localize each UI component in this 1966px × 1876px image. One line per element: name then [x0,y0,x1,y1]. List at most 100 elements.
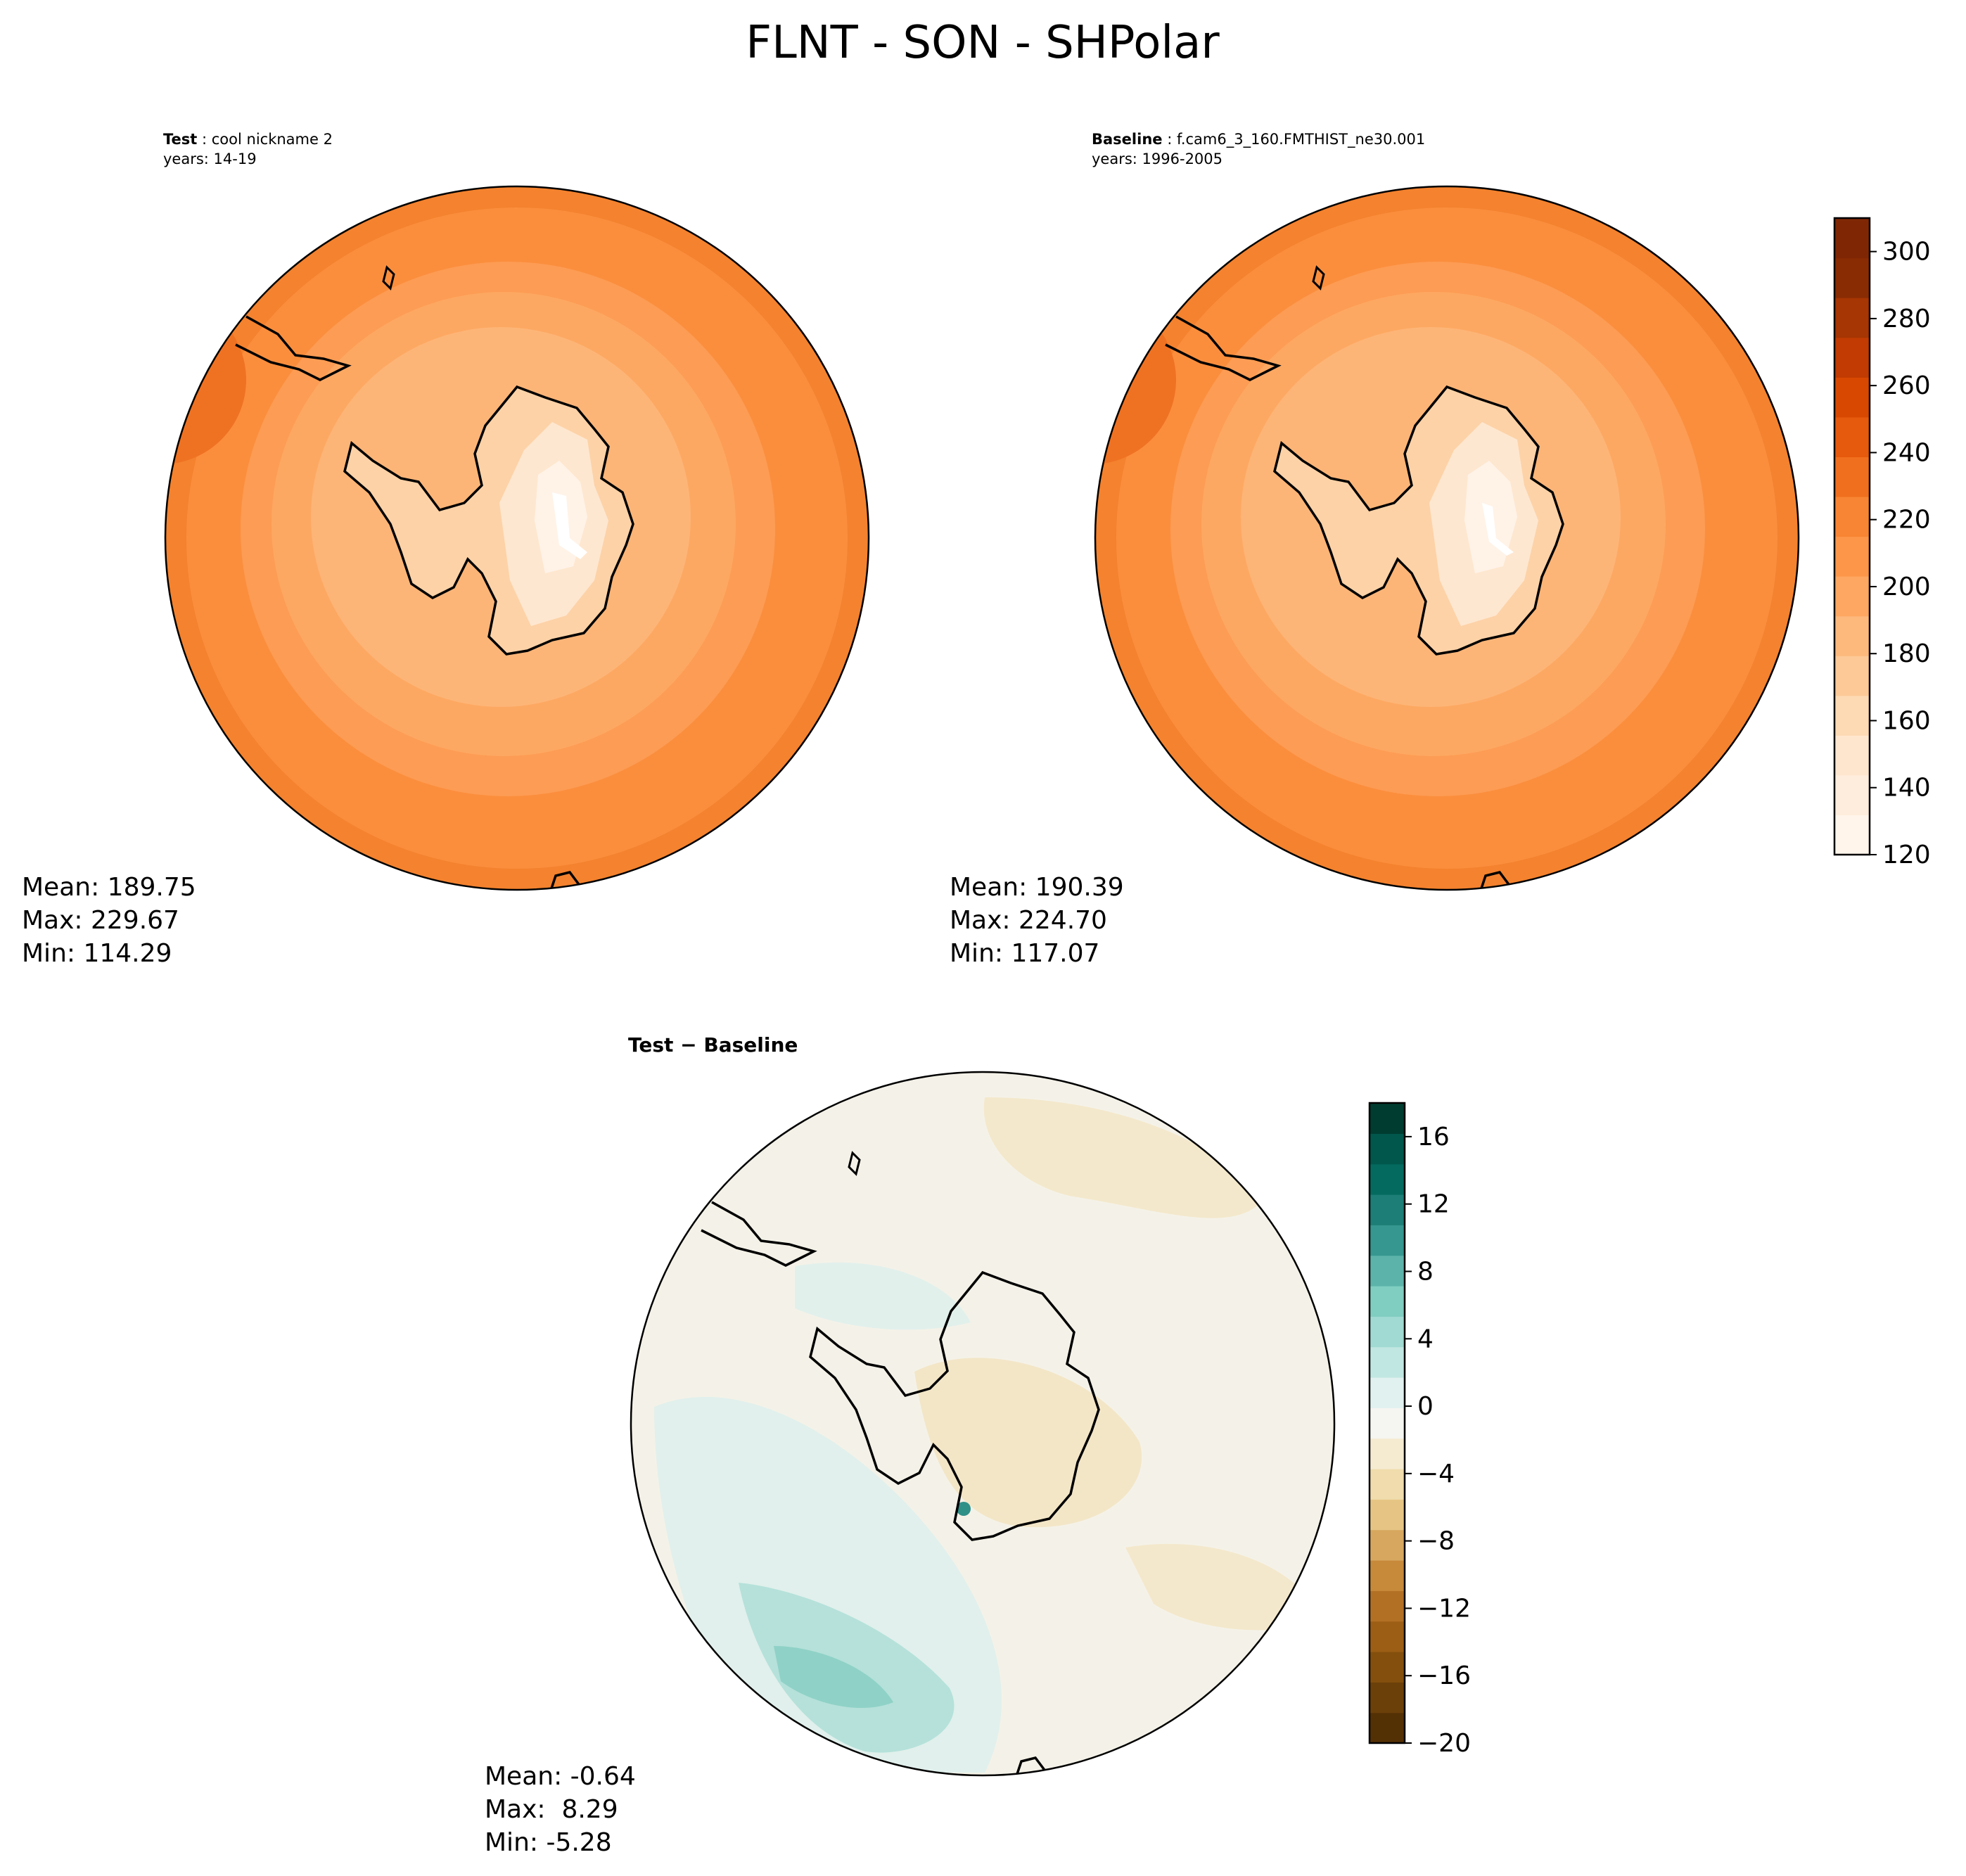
difference-colorbar-segment [1370,1438,1405,1469]
baseline-warm-patch [1095,295,1176,464]
test-title-label: Test [163,131,197,148]
difference-colorbar-segment [1370,1163,1405,1195]
difference-colorbar-segment [1370,1103,1405,1134]
difference-colorbar-segment [1370,1499,1405,1531]
difference-positive-spot [957,1502,971,1516]
difference-negative-antarctica [914,1358,1142,1528]
difference-colorbar-segment [1370,1316,1405,1348]
panel-difference: Test − Baseline Mean: -0.64 Max: 8.29 Mi… [485,1033,1471,1857]
flnt-colorbar-segment [1834,377,1870,418]
flnt-colorbar-segment [1834,576,1870,617]
difference-colorbar-tick-label: −4 [1417,1460,1455,1488]
flnt-colorbar-tick-label: 260 [1882,371,1931,400]
difference-colorbar-tick-label: −8 [1417,1527,1455,1556]
difference-colorbar-tick-label: −20 [1417,1729,1471,1758]
difference-colorbar-segment [1370,1469,1405,1500]
flnt-colorbar-segment [1834,536,1870,577]
difference-negative-east [1125,1543,1322,1631]
flnt-colorbar-segment [1834,257,1870,298]
flnt-colorbar-segment [1834,298,1870,338]
flnt-colorbar-segment [1834,815,1870,855]
flnt-colorbar-segment [1834,735,1870,776]
difference-colorbar-tick-label: −16 [1417,1661,1471,1690]
difference-colorbar-segment [1370,1560,1405,1591]
baseline-min: Min: 117.07 [950,939,1099,968]
difference-negative-north [983,1097,1266,1218]
test-min: Min: 114.29 [22,939,172,968]
difference-colorbar-segment [1370,1682,1405,1714]
baseline-mean: Mean: 190.39 [950,873,1124,902]
difference-colorbar-segment [1370,1712,1405,1744]
baseline-map [1095,186,1799,890]
baseline-map-boundary [1094,185,1800,891]
flnt-colorbar-tick-label: 180 [1882,639,1931,668]
difference-colorbar-segment [1370,1225,1405,1256]
flnt-colorbar-tick-label: 140 [1882,774,1931,803]
difference-positive-northwest [795,1262,971,1330]
difference-colorbar-segment [1370,1133,1405,1165]
panel-baseline: Baseline : f.cam6_3_160.FMTHIST_ne30.001… [950,131,1931,968]
difference-colorbar-tick-label: −12 [1417,1594,1471,1623]
difference-colorbar-tick-label: 8 [1417,1257,1434,1286]
difference-colorbar-segment [1370,1194,1405,1225]
flnt-colorbar-segment [1834,218,1870,259]
flnt-colorbar-segment [1834,615,1870,656]
difference-colorbar-tick-label: 16 [1417,1123,1450,1151]
test-mean: Mean: 189.75 [22,873,196,902]
difference-colorbar-segment [1370,1652,1405,1683]
flnt-colorbar-segment [1834,496,1870,537]
difference-colorbar-frame [1368,1102,1406,1744]
difference-positive-peak [774,1646,893,1709]
flnt-colorbar-tick-label: 120 [1882,841,1931,869]
difference-colorbar-segment [1370,1377,1405,1408]
difference-colorbar-tick-label: 12 [1417,1190,1450,1219]
difference-map-boundary [630,1071,1336,1777]
difference-colorbar-segment [1370,1255,1405,1287]
baseline-title-value: f.cam6_3_160.FMTHIST_ne30.001 [1177,131,1425,148]
test-map-boundary [164,185,870,891]
difference-colorbar-segment [1370,1590,1405,1622]
difference-colorbar: 16 12 8 4 0 −4 −8 −12 −16 −20 [1368,1102,1471,1758]
flnt-colorbar-segment [1834,416,1870,457]
flnt-colorbar-tick-label: 160 [1882,706,1931,735]
flnt-colorbar-tick-label: 220 [1882,506,1931,535]
flnt-colorbar-tick-label: 240 [1882,438,1931,467]
flnt-colorbar-segment [1834,337,1870,378]
test-max: Max: 229.67 [22,906,179,935]
test-title: Test : cool nickname 2 [163,131,333,148]
difference-colorbar-segment [1370,1346,1405,1378]
flnt-colorbar-frame [1833,217,1871,856]
difference-colorbar-segment [1370,1621,1405,1652]
test-title-value: cool nickname 2 [212,131,333,148]
figure-title: FLNT - SON - SHPolar [746,17,1220,69]
test-map [165,186,869,890]
flnt-colorbar: 120 140 160 180 200 220 240 260 280 300 [1833,217,1931,869]
difference-colorbar-segment [1370,1286,1405,1317]
difference-colorbar-tick-label: 0 [1417,1392,1434,1421]
flnt-colorbar-segment [1834,656,1870,696]
difference-map [631,1072,1334,1775]
baseline-title: Baseline : f.cam6_3_160.FMTHIST_ne30.001 [1092,131,1425,148]
difference-colorbar-segment [1370,1529,1405,1561]
panel-test: Test : cool nickname 2 years: 14-19 Me [22,131,870,968]
flnt-colorbar-tick-label: 280 [1882,305,1931,333]
flnt-colorbar-segment [1834,774,1870,816]
difference-title: Test − Baseline [628,1033,798,1057]
flnt-colorbar-segment [1834,695,1870,736]
difference-min: Min: -5.28 [485,1828,612,1857]
difference-colorbar-tick-label: 4 [1417,1325,1434,1353]
test-years: years: 14-19 [163,151,257,167]
difference-colorbar-segment [1370,1408,1405,1439]
difference-max: Max: 8.29 [485,1795,618,1824]
baseline-antarctica [1166,267,1780,890]
test-warm-patch [165,295,246,464]
test-antarctica [236,267,850,890]
baseline-years: years: 1996-2005 [1092,151,1223,167]
difference-mean: Mean: -0.64 [485,1762,636,1791]
flnt-colorbar-segment [1834,457,1870,497]
flnt-colorbar-tick-label: 300 [1882,238,1931,267]
baseline-max: Max: 224.70 [950,906,1107,935]
flnt-colorbar-tick-label: 200 [1882,573,1931,601]
baseline-title-label: Baseline [1092,131,1163,148]
